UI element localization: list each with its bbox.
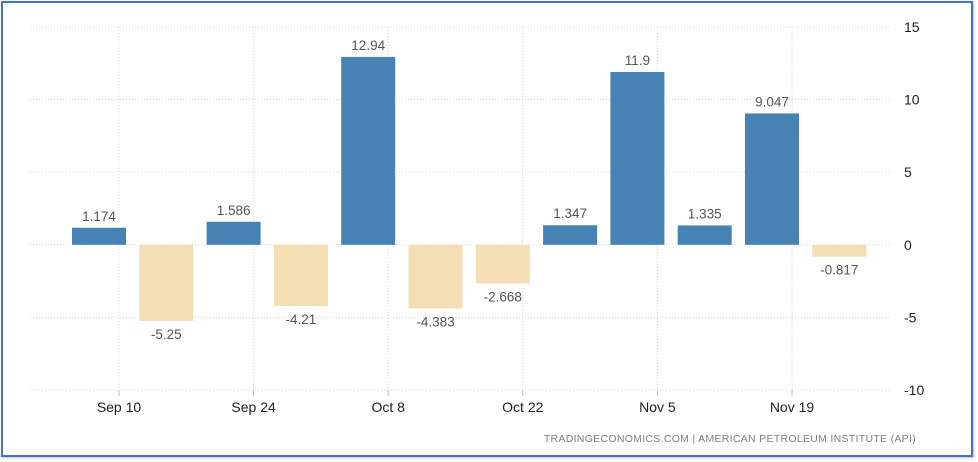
bar	[745, 113, 799, 245]
bar	[475, 244, 530, 284]
data-label: 1.174	[82, 209, 116, 224]
bar	[543, 225, 598, 245]
bar	[139, 244, 194, 322]
y-tick-label: -5	[904, 309, 917, 325]
data-labels: 1.174 -5.25 1.586 -4.21 12.94 -4.383 -2.668 1.3…	[82, 38, 858, 342]
bar	[610, 72, 665, 245]
x-tick-label: Sep 24	[231, 399, 276, 415]
data-label: 1.586	[217, 203, 251, 218]
bar	[677, 225, 732, 245]
bar	[206, 221, 261, 245]
data-label: 11.9	[625, 53, 650, 68]
bar	[72, 227, 126, 245]
y-tick-label: 5	[904, 164, 912, 180]
bar	[812, 244, 867, 257]
data-label: 12.94	[351, 38, 385, 53]
bar	[341, 56, 396, 245]
y-tick-label: 10	[904, 92, 920, 108]
x-tick-label: Nov 5	[639, 399, 676, 415]
y-tick-label: 15	[904, 19, 920, 35]
data-label: -5.25	[151, 327, 182, 342]
data-label: -4.21	[286, 312, 317, 327]
data-label: -4.383	[416, 314, 454, 329]
x-tick-label: Oct 22	[502, 399, 543, 415]
y-tick-label: -10	[904, 382, 924, 398]
bars	[72, 56, 867, 322]
x-tick-label: Oct 8	[371, 399, 405, 415]
data-label: 1.347	[553, 206, 587, 221]
y-axis-ticks: 15 10 5 0 -5 -10	[904, 19, 924, 398]
data-label: 1.335	[688, 206, 722, 221]
x-tick-label: Nov 19	[770, 399, 815, 415]
source-note: TRADINGECONOMICS.COM | AMERICAN PETROLEU…	[543, 433, 916, 445]
bar	[408, 244, 463, 309]
bar	[273, 244, 328, 306]
data-label: -0.817	[820, 263, 858, 278]
data-label: 9.047	[755, 94, 789, 109]
data-label: -2.668	[484, 290, 522, 305]
x-axis-ticks: Sep 10 Sep 24 Oct 8 Oct 22 Nov 5 Nov 19	[97, 390, 815, 415]
y-tick-label: 0	[904, 237, 912, 253]
x-tick-label: Sep 10	[97, 399, 142, 415]
